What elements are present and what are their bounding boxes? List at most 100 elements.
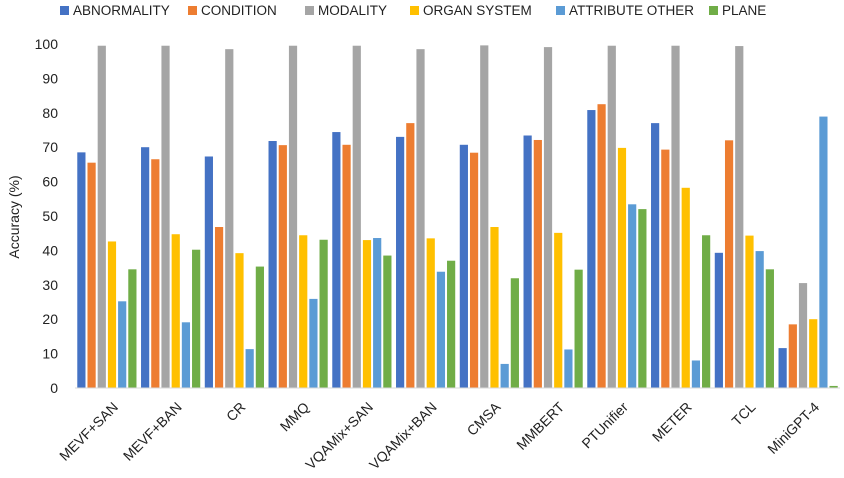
bar-modality-meter [671,45,680,388]
legend-swatch [60,6,69,15]
y-axis-label: Accuracy (%) [6,175,22,258]
bar-condition-mevf-ban [151,159,160,388]
bar-condition-cmsa [469,152,479,388]
bar-modality-tcl [735,46,744,389]
bar-organ-system-mmbert [554,232,563,388]
bar-abnormality-mmbert [523,135,532,388]
bar-abnormality-vqamix-ban [396,136,405,388]
y-axis-ticks: 0 10 20 30 40 50 60 70 80 90 100 [35,36,59,396]
bar-attribute-other-ptunifier [628,204,637,388]
bar-organ-system-mevf-ban [171,234,180,388]
bar-plane-cmsa [510,278,519,388]
legend-swatch [709,6,718,15]
y-tick-label: 100 [35,36,59,52]
bar-condition-cr [214,227,224,388]
bar-condition-mmq [278,145,287,388]
x-tick-label: TCL [728,399,758,429]
bar-attribute-other-mevf-san [118,301,127,388]
y-tick-label: 40 [42,242,58,258]
legend-swatch [305,6,314,15]
bar-condition-minigpt-4 [788,324,797,388]
bar-abnormality-vqamix-san [332,132,341,388]
bar-modality-cmsa [480,45,489,388]
bar-abnormality-meter [651,123,660,389]
x-tick-label: MMBERT [513,398,567,452]
bars [77,45,838,389]
y-tick-label: 80 [42,105,58,121]
bar-attribute-other-tcl [755,251,764,388]
bar-abnormality-cmsa [459,144,468,388]
y-tick-label: 50 [42,208,58,224]
bar-plane-mmbert [574,269,583,388]
x-tick-label: MMQ [277,399,313,435]
bar-modality-mmbert [543,47,553,388]
bar-organ-system-cmsa [490,227,499,388]
bar-attribute-other-mevf-ban [181,322,191,388]
bar-abnormality-mmq [268,141,277,388]
x-tick-label: PTUnifier [578,399,631,452]
y-tick-label: 30 [42,277,58,293]
bar-condition-vqamix-san [342,144,351,388]
bar-modality-mevf-san [97,45,106,388]
bar-organ-system-mmq [299,235,308,388]
legend-label: PLANE [722,3,766,18]
bar-condition-meter [661,149,670,388]
legend-label: ABNORMALITY [73,3,170,18]
y-tick-label: 0 [50,380,58,396]
bar-modality-vqamix-san [352,45,361,388]
bar-plane-vqamix-ban [447,260,456,388]
bar-plane-cr [255,266,264,388]
legend-swatch [410,6,419,15]
y-tick-label: 60 [42,174,58,190]
bar-plane-meter [702,235,711,388]
x-tick-label: CR [223,399,249,425]
y-tick-label: 90 [42,70,58,86]
bar-condition-mmbert [533,139,542,388]
x-tick-label: METER [649,399,695,445]
bar-abnormality-tcl [714,252,723,388]
bar-organ-system-minigpt-4 [809,319,818,388]
bar-attribute-other-mmbert [564,349,573,388]
bar-organ-system-tcl [745,235,754,388]
bar-plane-minigpt-4 [829,385,838,388]
bar-attribute-other-cr [245,349,254,388]
x-tick-label: VQAMix+BAN [366,399,440,473]
legend-label: MODALITY [318,3,387,18]
bar-attribute-other-mmq [309,298,318,388]
bar-condition-ptunifier [597,104,606,388]
bar-organ-system-meter [681,187,690,388]
legend-label: ATTRIBUTE OTHER [569,3,694,18]
bar-abnormality-mevf-ban [141,147,150,388]
bar-attribute-other-minigpt-4 [819,116,828,388]
bar-modality-cr [225,49,234,388]
bar-plane-ptunifier [638,209,647,388]
bar-plane-mevf-ban [192,249,201,388]
y-tick-label: 20 [42,311,58,327]
bar-modality-mevf-ban [161,45,170,388]
bar-modality-vqamix-ban [416,49,425,388]
bar-condition-vqamix-ban [406,123,415,389]
legend-swatch [556,6,565,15]
bar-organ-system-vqamix-san [362,240,372,388]
bar-plane-mmq [319,239,328,388]
bar-attribute-other-vqamix-san [373,238,382,388]
bar-organ-system-ptunifier [617,147,627,388]
bar-plane-tcl [765,269,774,388]
bar-modality-minigpt-4 [798,283,808,388]
bar-abnormality-ptunifier [587,110,596,389]
bar-condition-tcl [724,140,734,388]
y-tick-label: 70 [42,139,58,155]
bar-abnormality-cr [204,156,213,388]
legend-swatch [188,6,197,15]
bar-modality-mmq [288,45,298,388]
bar-organ-system-vqamix-ban [426,238,435,388]
bar-plane-vqamix-san [383,255,392,388]
bar-abnormality-mevf-san [77,152,86,388]
legend-label: CONDITION [201,3,277,18]
legend: ABNORMALITY CONDITION MODALITY ORGAN SYSTEM… [60,3,766,18]
y-tick-label: 10 [42,346,58,362]
bar-attribute-other-cmsa [500,363,509,388]
x-tick-label: MEVF+BAN [120,399,185,464]
